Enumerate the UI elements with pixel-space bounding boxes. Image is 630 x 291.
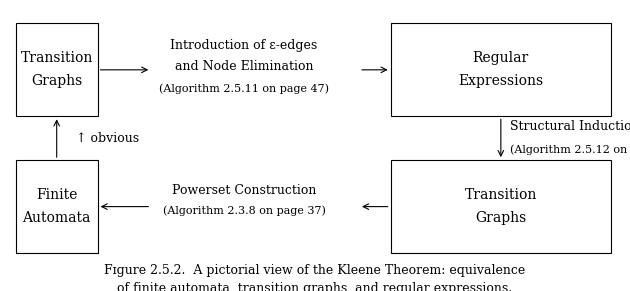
Text: of finite automata, transition graphs, and regular expressions.: of finite automata, transition graphs, a… bbox=[117, 282, 513, 291]
Text: ↑ obvious: ↑ obvious bbox=[76, 132, 139, 145]
FancyBboxPatch shape bbox=[16, 23, 98, 116]
FancyBboxPatch shape bbox=[391, 23, 611, 116]
FancyBboxPatch shape bbox=[391, 160, 611, 253]
Text: (Algorithm 2.5.12 on page 48): (Algorithm 2.5.12 on page 48) bbox=[510, 145, 630, 155]
Text: (Algorithm 2.5.11 on page 47): (Algorithm 2.5.11 on page 47) bbox=[159, 84, 329, 94]
Text: Fɪgure 2.5.2.  A pictorial view of the Kleene Theorem: equivalence: Fɪgure 2.5.2. A pictorial view of the Kl… bbox=[105, 264, 525, 277]
Text: Transition
Graphs: Transition Graphs bbox=[465, 188, 537, 225]
Text: Introduction of ε-edges: Introduction of ε-edges bbox=[171, 39, 318, 52]
Text: Powerset Construction: Powerset Construction bbox=[172, 184, 316, 197]
Text: Finite
Automata: Finite Automata bbox=[23, 188, 91, 225]
Text: Transition
Graphs: Transition Graphs bbox=[21, 52, 93, 88]
Text: Regular
Expressions: Regular Expressions bbox=[458, 52, 544, 88]
Text: Structural Induction: Structural Induction bbox=[510, 120, 630, 133]
Text: and Node Elimination: and Node Elimination bbox=[175, 61, 313, 73]
Text: (Algorithm 2.3.8 on page 37): (Algorithm 2.3.8 on page 37) bbox=[163, 206, 326, 216]
FancyBboxPatch shape bbox=[16, 160, 98, 253]
